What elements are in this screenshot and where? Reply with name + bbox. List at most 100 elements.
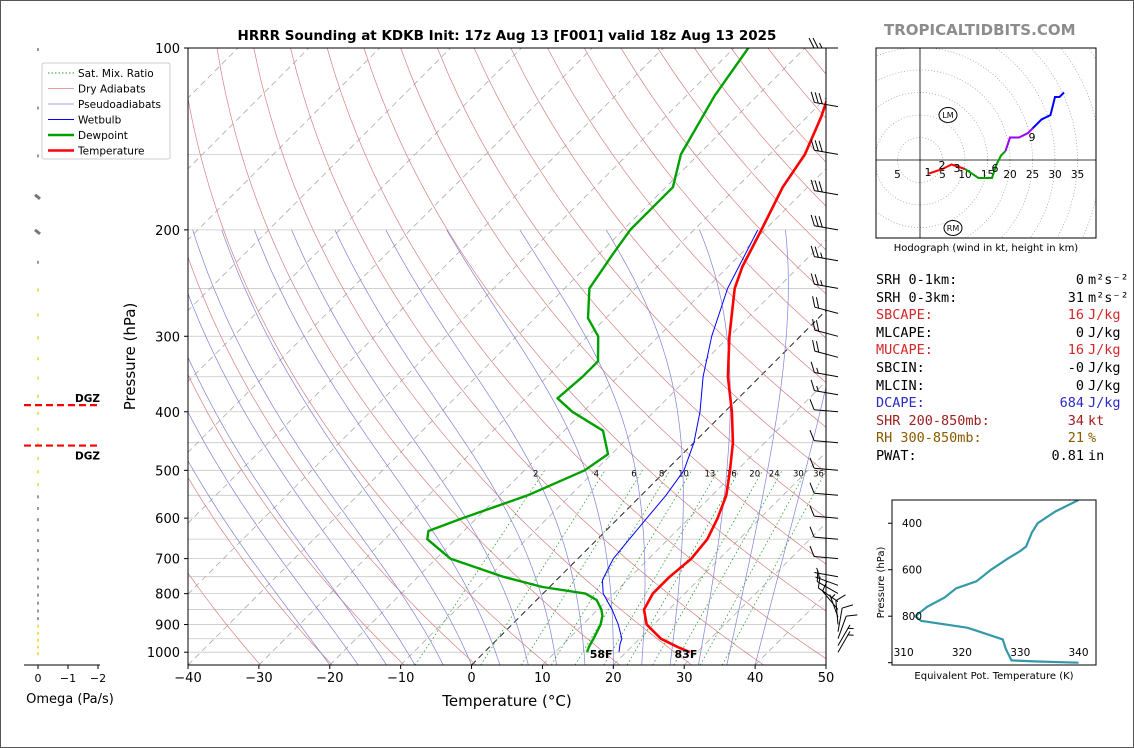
moist-adiabat [726,229,789,665]
wind-barb-staff [814,515,839,519]
wind-barb [810,379,839,396]
x-tick-label: −10 [387,671,414,686]
wind-barb-staff [814,536,839,540]
moist-adiabat [188,292,416,665]
param-value: 0 [1075,272,1084,288]
mixing-ratio-label: 8 [659,470,664,480]
omega-bar [34,193,41,201]
param-row: SHR 200-850mb: 34 kt [876,413,1129,431]
wind-barb-full [810,273,815,285]
wind-barb-staff [818,587,839,603]
hodograph-ring [695,0,1134,385]
dry-adiabat [216,48,621,665]
mixing-ratio-line [673,470,783,665]
y-tick-label: 800 [155,588,180,603]
param-row: MLCIN: 0 J/kg [876,378,1129,396]
param-row: SBCAPE: 16 J/kg [876,307,1129,325]
param-value: 31 [1067,289,1084,306]
theta-e-x-tick-label: 320 [952,647,972,659]
y-tick-label: 200 [155,224,180,239]
param-unit: in [1088,447,1105,464]
mixing-ratio-line [721,470,826,665]
moist-adiabat [446,229,614,665]
wind-barb-staff [835,600,839,625]
wind-barb-staff [816,581,839,595]
theta-e-x-axis-label: Equivalent Pot. Temperature (K) [914,671,1073,682]
hodograph-ring-label: 5 [939,169,946,181]
series-temperature [642,98,826,654]
wind-barb-staff [829,594,839,618]
wind-barb-full [810,91,815,103]
wind-barb-staff [837,607,843,632]
y-tick-label: 100 [155,42,180,57]
isotherm-line [825,664,826,665]
dry-adiabat [510,48,826,428]
mixing-ratio-label: 6 [631,470,636,480]
wind-barb-full [810,179,815,191]
wind-barb [812,340,839,358]
isotherm-line [683,522,826,665]
hodograph-ring-label: 35 [1071,169,1084,181]
param-row: DCAPE: 684 J/kg [876,395,1129,413]
x-tick-label: 40 [747,671,764,686]
parameter-table: SRH 0-1km: 0 m²s⁻² SRH 0-3km: 31 m²s⁻² SBCAPE:… [876,272,1129,466]
wind-barb [835,594,846,625]
param-label: RH 300-850mb: [876,430,982,447]
wind-barb-staff [822,590,839,610]
theta-e-line [913,500,1079,664]
param-label: PWAT: [876,447,917,464]
dry-adiabat [804,48,826,75]
hodograph-height-label: 1 [925,166,932,179]
dry-adiabat [473,48,826,473]
y-tick-label: 300 [155,330,180,345]
wind-barb-half [847,627,854,630]
legend-entry: Pseudoadiabats [78,99,161,111]
theta-e-frame [891,499,1097,666]
param-value: 21 [1067,430,1084,447]
x-tick-label: −30 [245,671,272,686]
param-unit: m²s⁻² [1088,289,1129,306]
wind-barb-full [818,140,823,152]
brand-watermark: TROPICALTIDBITS.COM [884,21,1076,39]
mixing-ratio-line [550,470,671,665]
param-label: SRH 0-1km: [876,272,958,288]
param-value: -0 [1067,359,1084,376]
moist-adiabat [192,229,444,665]
wind-barb [817,576,839,603]
wind-barb [837,604,854,632]
mixing-ratio-label: 24 [769,470,780,480]
wind-barb-staff [837,615,847,639]
y-tick-label: 1000 [147,646,180,661]
mixing-ratio-line [574,470,693,665]
wind-barb-full [814,92,819,104]
hodograph-trace [995,150,1007,165]
wind-barb [814,567,839,578]
isotherm-line [400,239,826,665]
param-row: MUCAPE: 16 J/kg [876,342,1129,360]
wind-barb [812,319,839,337]
x-axis-label: Temperature (°C) [441,692,571,710]
isotherm-line [542,380,826,665]
isotherm-line [188,48,806,665]
param-unit: % [1088,430,1097,447]
wind-barb [812,296,839,314]
x-tick-label: −40 [174,671,201,686]
isotherm-line [897,48,1134,665]
storm-motion-label: RM [947,224,960,233]
param-value: 0.81 [1051,447,1084,464]
zero-isotherm [471,309,826,665]
param-unit: kt [1088,412,1105,429]
mixing-ratio-label: 2 [533,470,538,480]
wind-barb-full [818,92,823,104]
wind-barb-full [812,340,816,352]
moist-adiabat [221,229,472,665]
dry-adiabat [363,48,826,612]
wind-barb-full [808,37,815,49]
hodograph-frame [875,47,1097,239]
mixing-ratio-label: 16 [726,470,737,480]
param-label: MLCAPE: [876,324,933,341]
theta-e-x-tick-label: 310 [894,647,914,659]
wind-barb-full [814,246,819,258]
dry-adiabat [730,48,826,163]
